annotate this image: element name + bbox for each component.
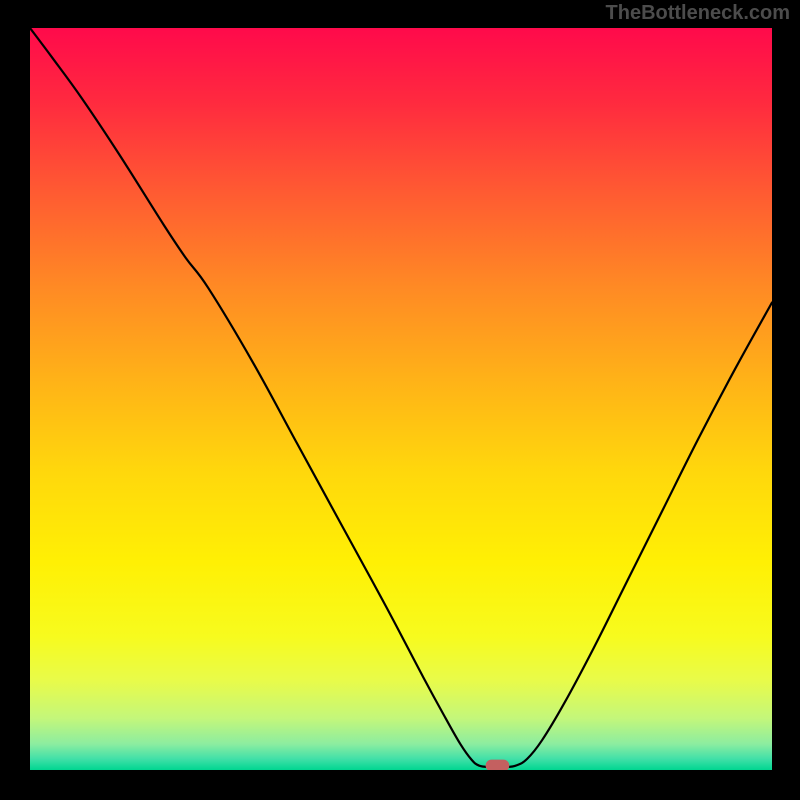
optimum-marker [486,760,510,770]
chart-svg [30,28,772,770]
attribution-text: TheBottleneck.com [606,2,790,25]
bottleneck-chart [30,28,772,770]
chart-background [30,28,772,770]
